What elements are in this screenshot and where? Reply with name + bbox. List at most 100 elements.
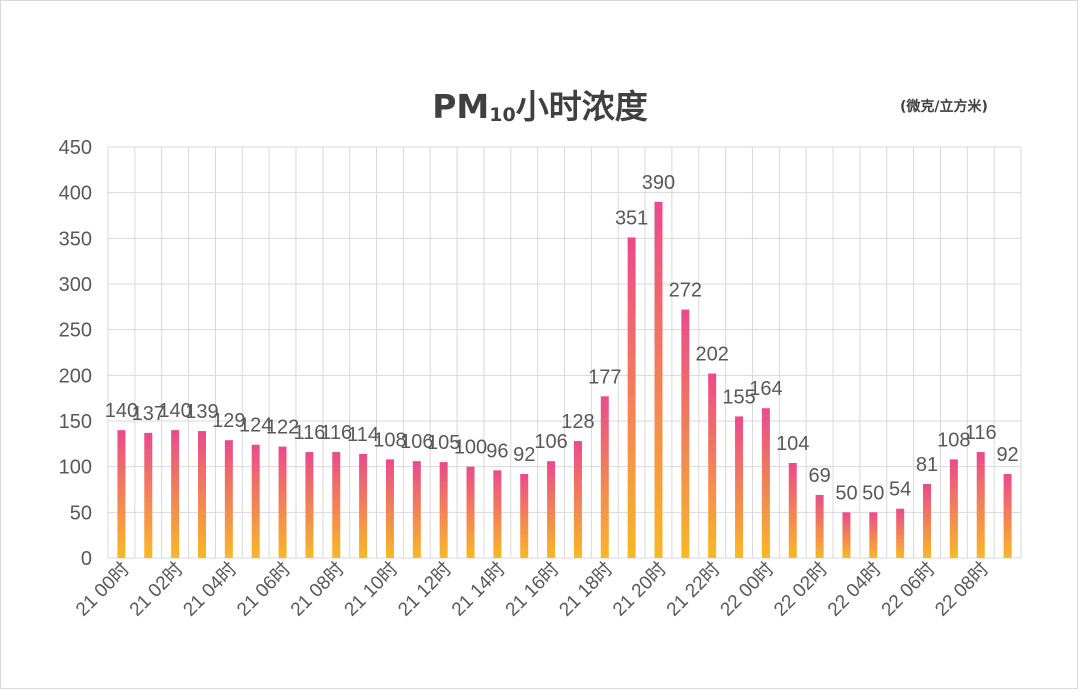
x-tick-label: 22 00时 <box>716 558 779 621</box>
bar <box>869 512 878 558</box>
y-tick-label: 150 <box>59 411 92 433</box>
bar <box>171 430 180 558</box>
x-tick-label: 21 04时 <box>179 558 242 621</box>
bar <box>842 512 851 558</box>
x-tick-label: 21 12时 <box>394 558 457 621</box>
x-tick-label: 21 14时 <box>447 558 510 621</box>
data-label: 155 <box>722 386 755 408</box>
data-label: 108 <box>373 429 406 451</box>
y-axis: 0 50 100 150 200 250 300 350 400 450 <box>59 137 92 570</box>
data-label: 108 <box>937 429 970 451</box>
x-tick-label: 22 08时 <box>931 558 994 621</box>
data-labels: 1401371401391291241221161161141081061051… <box>105 172 1019 505</box>
grid-lines <box>107 146 1022 559</box>
data-label: 100 <box>454 437 487 459</box>
bar <box>412 461 421 558</box>
y-tick-label: 350 <box>59 228 92 250</box>
bar <box>788 463 797 558</box>
data-label: 104 <box>776 433 809 455</box>
y-tick-label: 0 <box>81 548 92 570</box>
bar <box>385 459 394 558</box>
data-label: 164 <box>749 378 782 400</box>
bar <box>520 473 529 558</box>
bar <box>251 444 260 558</box>
bar <box>896 508 905 558</box>
data-label: 139 <box>185 401 218 423</box>
bar <box>815 494 824 558</box>
bar <box>359 453 368 558</box>
x-tick-label: 22 06时 <box>877 558 940 621</box>
data-label: 92 <box>513 444 535 466</box>
bar <box>735 416 744 558</box>
data-label: 124 <box>239 415 272 437</box>
x-tick-label: 21 08时 <box>286 558 349 621</box>
y-tick-label: 300 <box>59 274 92 296</box>
bars <box>117 201 1012 559</box>
x-tick-label: 21 22时 <box>662 558 725 621</box>
data-label: 116 <box>320 422 352 444</box>
x-tick-label: 21 02时 <box>125 558 188 621</box>
x-tick-label: 21 06时 <box>232 558 295 621</box>
bar <box>144 432 153 558</box>
x-tick-label: 22 04时 <box>823 558 886 621</box>
data-label: 140 <box>105 400 138 422</box>
bar <box>761 408 770 558</box>
data-label: 96 <box>486 440 508 462</box>
title-rest: 小时浓度 <box>515 87 648 126</box>
data-label: 128 <box>561 411 594 433</box>
data-label: 202 <box>696 344 729 366</box>
data-label: 177 <box>588 366 621 388</box>
y-tick-label: 100 <box>59 457 92 479</box>
bar <box>1003 473 1012 558</box>
data-label: 105 <box>427 432 460 454</box>
y-tick-label: 50 <box>70 502 92 524</box>
y-tick-label: 400 <box>59 183 92 205</box>
data-label: 106 <box>400 431 433 453</box>
y-tick-label: 450 <box>59 137 92 159</box>
bar <box>466 466 475 558</box>
bar <box>949 459 958 558</box>
y-tick-label: 200 <box>59 365 92 387</box>
data-label: 137 <box>132 403 165 425</box>
data-label: 50 <box>862 482 884 504</box>
bar <box>332 452 341 558</box>
data-label: 69 <box>808 465 830 487</box>
data-label: 140 <box>158 400 191 422</box>
bar <box>600 396 609 558</box>
data-label: 390 <box>642 172 675 194</box>
x-tick-label: 22 02时 <box>770 558 833 621</box>
x-tick-label: 21 16时 <box>501 558 564 621</box>
bar <box>627 237 636 559</box>
bar <box>547 461 556 558</box>
x-tick-label: 21 20时 <box>608 558 671 621</box>
data-label: 92 <box>996 444 1018 466</box>
bar <box>278 446 287 558</box>
data-label: 50 <box>835 482 857 504</box>
bar <box>923 484 932 558</box>
data-label: 81 <box>916 454 938 476</box>
bar <box>439 462 448 558</box>
data-label: 54 <box>889 479 911 501</box>
x-tick-label: 21 18时 <box>555 558 618 621</box>
data-label: 272 <box>669 280 702 302</box>
bar <box>493 470 502 558</box>
bar <box>681 309 690 558</box>
unit-label: (微克/立方米) <box>900 99 988 115</box>
data-label: 351 <box>615 207 648 229</box>
title-subscript: 10 <box>489 104 516 126</box>
bar <box>708 373 717 558</box>
bar <box>197 431 206 558</box>
bar <box>573 441 582 558</box>
data-label: 116 <box>293 422 325 444</box>
bar <box>305 452 314 558</box>
bar <box>117 430 126 558</box>
title-main: PM <box>432 87 490 126</box>
chart-title: PM10小时浓度 <box>0 80 1080 128</box>
data-label: 122 <box>266 417 299 439</box>
bar <box>654 201 663 559</box>
data-label: 116 <box>965 422 997 444</box>
data-label: 129 <box>212 410 245 432</box>
